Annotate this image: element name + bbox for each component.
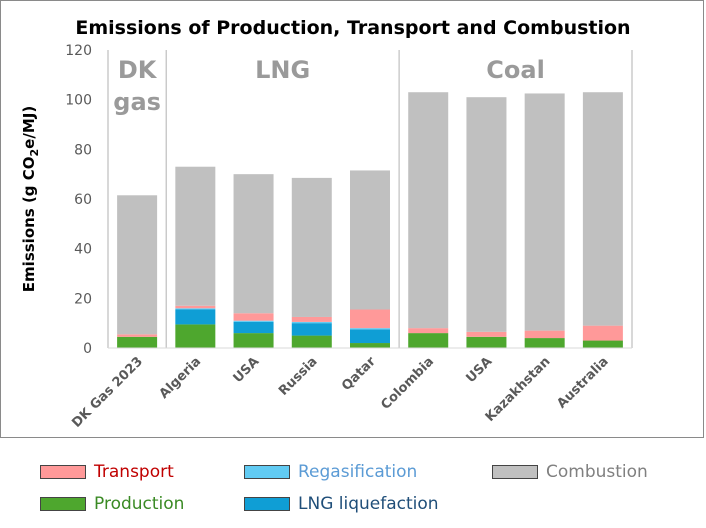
bar-transport: [408, 328, 449, 334]
bar-transport: [582, 325, 623, 341]
y-tick-label: 0: [83, 341, 92, 357]
bar-regasification: [291, 321, 332, 324]
bar-production: [466, 336, 507, 348]
legend-label-transport: Transport: [94, 462, 174, 482]
bar-transport: [175, 305, 216, 309]
x-tick-label: Russia: [276, 354, 321, 399]
x-tick-label: Algeria: [157, 354, 205, 402]
bar-production: [117, 336, 158, 348]
bar-combustion: [117, 195, 158, 335]
bar-regasification: [233, 320, 274, 322]
bar-transport: [117, 334, 158, 337]
bar-combustion: [582, 92, 623, 326]
x-tick-label: DK Gas 2023: [69, 354, 146, 431]
y-tick-label: 120: [65, 43, 92, 59]
bar-lng-liquefaction: [233, 321, 274, 334]
bar-production: [233, 333, 274, 348]
y-tick-label: 40: [74, 242, 92, 258]
chart-frame: [0, 0, 704, 438]
y-tick-label: 20: [74, 291, 92, 307]
bar-combustion: [175, 166, 216, 306]
bar-combustion: [291, 177, 332, 317]
bar-combustion: [408, 92, 449, 329]
bar-regasification: [175, 308, 216, 310]
x-tick-label: USA: [231, 354, 263, 386]
bar-production: [582, 340, 623, 348]
y-tick-label: 80: [74, 142, 92, 158]
y-axis-label-subscript: 2: [28, 149, 41, 157]
bar-transport: [233, 313, 274, 321]
bar-combustion: [233, 174, 274, 314]
legend-swatch-production: [40, 497, 86, 511]
legend-swatch-regasification: [244, 465, 290, 479]
bar-production: [175, 324, 216, 348]
bar-combustion: [350, 170, 390, 310]
bar-production: [350, 343, 390, 348]
bar-lng-liquefaction: [291, 323, 332, 336]
y-axis-label-main: Emissions (g CO: [20, 156, 38, 292]
chart-title: Emissions of Production, Transport and C…: [75, 17, 630, 39]
y-tick-label: 60: [74, 192, 92, 208]
bar-production: [408, 333, 449, 348]
legend-item-lng-liquefaction: LNG liquefaction: [244, 494, 439, 514]
legend-swatch-transport: [40, 465, 86, 479]
group-label-lng: LNG: [255, 56, 310, 84]
y-axis-label-tail: e/MJ): [20, 106, 38, 149]
group-label-coal: Coal: [486, 56, 545, 84]
bar-transport: [291, 316, 332, 322]
bar-transport: [466, 331, 507, 337]
x-tick-label: Colombia: [378, 354, 437, 413]
legend-label-combustion: Combustion: [546, 462, 648, 482]
legend-item-production: Production: [40, 494, 184, 514]
group-label-dk-gas-line2: gas: [113, 88, 161, 116]
legend: Transport Regasification Combustion Prod…: [0, 452, 706, 528]
legend-label-lng-liquefaction: LNG liquefaction: [298, 494, 439, 514]
bar-lng-liquefaction: [175, 309, 216, 325]
bar-combustion: [466, 97, 507, 332]
legend-swatch-lng-liquefaction: [244, 497, 290, 511]
bar-production: [291, 335, 332, 348]
y-axis-label: Emissions (g CO2e/MJ): [20, 106, 41, 292]
bar-combustion: [524, 93, 565, 331]
legend-swatch-combustion: [492, 465, 538, 479]
x-tick-label: USA: [463, 354, 495, 386]
group-label-dk-gas: DK: [118, 56, 158, 84]
legend-item-combustion: Combustion: [492, 462, 648, 482]
bar-lng-liquefaction: [350, 329, 390, 344]
legend-item-transport: Transport: [40, 462, 174, 482]
bar-production: [524, 338, 565, 348]
x-tick-label: Australia: [554, 354, 611, 411]
x-tick-label: Qatar: [339, 354, 379, 394]
legend-label-production: Production: [94, 494, 185, 514]
legend-item-regasification: Regasification: [244, 462, 417, 482]
y-tick-label: 100: [65, 93, 92, 109]
bar-transport: [524, 330, 565, 339]
chart: Emissions of Production, Transport and C…: [20, 17, 633, 431]
legend-label-regasification: Regasification: [298, 462, 418, 482]
bar-transport: [350, 309, 390, 329]
bar-regasification: [350, 328, 390, 330]
